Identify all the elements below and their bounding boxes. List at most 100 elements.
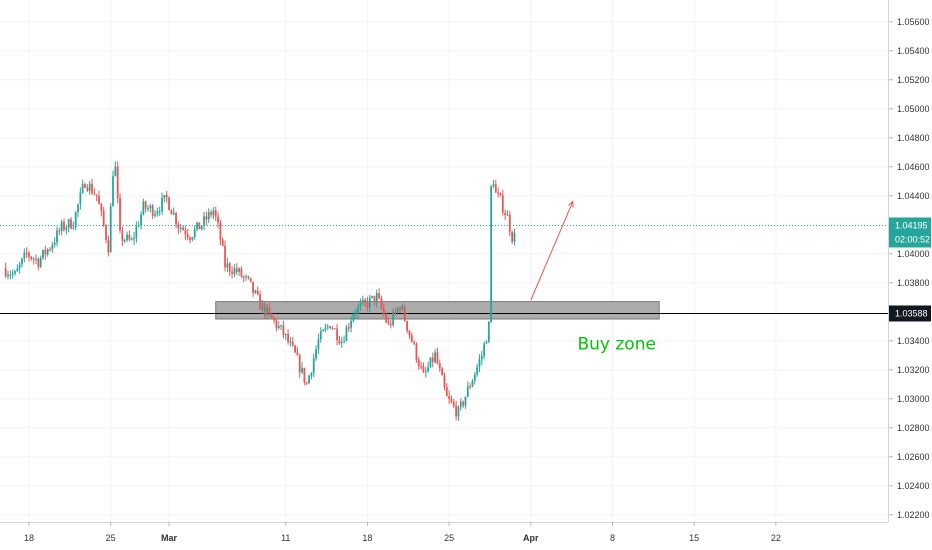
candle-down[interactable] bbox=[235, 263, 238, 276]
candle-down[interactable] bbox=[240, 266, 243, 278]
candle-down[interactable] bbox=[415, 342, 418, 363]
candle-up[interactable] bbox=[77, 203, 79, 218]
candle-up[interactable] bbox=[284, 333, 287, 341]
candle-down[interactable] bbox=[49, 247, 51, 252]
candle-down[interactable] bbox=[436, 347, 439, 365]
candle-up[interactable] bbox=[9, 270, 12, 280]
candle-up[interactable] bbox=[466, 381, 469, 398]
candle-down[interactable] bbox=[338, 335, 341, 346]
candle-up[interactable] bbox=[361, 295, 364, 305]
candle-up[interactable] bbox=[233, 264, 236, 278]
candle-up[interactable] bbox=[350, 315, 352, 333]
candle-up[interactable] bbox=[324, 323, 327, 333]
candle-down[interactable] bbox=[205, 211, 208, 226]
candle-up[interactable] bbox=[319, 327, 322, 343]
candle-up[interactable] bbox=[506, 210, 509, 216]
candle-down[interactable] bbox=[70, 216, 72, 230]
candle-up[interactable] bbox=[112, 170, 114, 207]
candle-up[interactable] bbox=[315, 345, 317, 361]
candle-down[interactable] bbox=[175, 211, 177, 229]
candle-up[interactable] bbox=[483, 341, 486, 360]
candle-down[interactable] bbox=[151, 204, 154, 219]
candle-down[interactable] bbox=[91, 178, 93, 195]
candle-up[interactable] bbox=[74, 211, 77, 231]
candle-down[interactable] bbox=[217, 211, 219, 229]
candle-down[interactable] bbox=[98, 190, 100, 205]
candle-up[interactable] bbox=[14, 269, 16, 276]
candle-up[interactable] bbox=[492, 179, 495, 189]
candle-down[interactable] bbox=[462, 400, 465, 409]
candle-down[interactable] bbox=[25, 247, 28, 259]
candle-up[interactable] bbox=[371, 295, 373, 299]
candle-down[interactable] bbox=[378, 288, 380, 300]
candle-down[interactable] bbox=[105, 224, 107, 244]
candle-down[interactable] bbox=[275, 319, 278, 332]
candle-down[interactable] bbox=[511, 230, 514, 245]
candle-down[interactable] bbox=[116, 161, 119, 204]
candle-down[interactable] bbox=[329, 325, 331, 329]
candle-down[interactable] bbox=[508, 211, 511, 237]
candle-up[interactable] bbox=[326, 324, 329, 331]
candle-up[interactable] bbox=[191, 236, 194, 242]
candle-down[interactable] bbox=[182, 225, 184, 231]
candle-down[interactable] bbox=[242, 275, 245, 283]
candle-down[interactable] bbox=[214, 206, 217, 222]
candle-up[interactable] bbox=[354, 308, 357, 320]
candle-up[interactable] bbox=[473, 371, 476, 385]
price-axis[interactable]: 1.05600 1.05400 1.05200 1.05000 1.04800 1.046… bbox=[889, 17, 930, 520]
candle-down[interactable] bbox=[387, 317, 390, 326]
candle-down[interactable] bbox=[268, 303, 271, 317]
candle-down[interactable] bbox=[413, 340, 416, 346]
candle-up[interactable] bbox=[200, 225, 203, 231]
candle-down[interactable] bbox=[252, 281, 254, 297]
candle-up[interactable] bbox=[163, 194, 166, 203]
candle-up[interactable] bbox=[375, 289, 378, 308]
candle-down[interactable] bbox=[422, 362, 425, 373]
candle-up[interactable] bbox=[261, 299, 264, 314]
candle-up[interactable] bbox=[340, 336, 343, 348]
candle-up[interactable] bbox=[46, 248, 49, 257]
candle-down[interactable] bbox=[86, 184, 89, 192]
candle-up[interactable] bbox=[333, 327, 336, 330]
candle-down[interactable] bbox=[385, 311, 388, 324]
candle-up[interactable] bbox=[158, 206, 161, 217]
candle-up[interactable] bbox=[18, 261, 21, 274]
candle-up[interactable] bbox=[140, 211, 142, 230]
candle-down[interactable] bbox=[298, 353, 301, 378]
candle-down[interactable] bbox=[249, 277, 252, 283]
candle-up[interactable] bbox=[343, 335, 345, 344]
candle-up[interactable] bbox=[21, 257, 23, 268]
candle-down[interactable] bbox=[168, 196, 170, 211]
candle-down[interactable] bbox=[373, 295, 376, 307]
candle-down[interactable] bbox=[441, 366, 444, 376]
candle-down[interactable] bbox=[294, 344, 296, 354]
candle-down[interactable] bbox=[4, 262, 7, 278]
candle-down[interactable] bbox=[501, 189, 504, 216]
candle-up[interactable] bbox=[308, 374, 310, 384]
candle-up[interactable] bbox=[142, 198, 145, 216]
candle-down[interactable] bbox=[30, 255, 33, 261]
candle-down[interactable] bbox=[259, 290, 261, 310]
candle-down[interactable] bbox=[58, 227, 61, 236]
candle-down[interactable] bbox=[165, 190, 168, 203]
candle-down[interactable] bbox=[410, 332, 413, 343]
candle-up[interactable] bbox=[471, 379, 474, 388]
candle-up[interactable] bbox=[114, 161, 117, 177]
candle-up[interactable] bbox=[193, 225, 196, 240]
candle-up[interactable] bbox=[317, 333, 320, 354]
candle-down[interactable] bbox=[445, 383, 448, 397]
candle-down[interactable] bbox=[37, 257, 40, 271]
candle-down[interactable] bbox=[403, 304, 406, 322]
candle-down[interactable] bbox=[63, 218, 65, 232]
candle-down[interactable] bbox=[144, 200, 147, 213]
candle-down[interactable] bbox=[494, 179, 497, 193]
candle-up[interactable] bbox=[359, 298, 362, 311]
candle-up[interactable] bbox=[81, 179, 84, 195]
candle-up[interactable] bbox=[457, 405, 460, 421]
candle-down[interactable] bbox=[438, 359, 441, 372]
candle-up[interactable] bbox=[238, 267, 240, 276]
candle-up[interactable] bbox=[35, 254, 37, 265]
candle-up[interactable] bbox=[490, 185, 493, 324]
candle-up[interactable] bbox=[156, 207, 159, 217]
candle-up[interactable] bbox=[16, 264, 19, 272]
